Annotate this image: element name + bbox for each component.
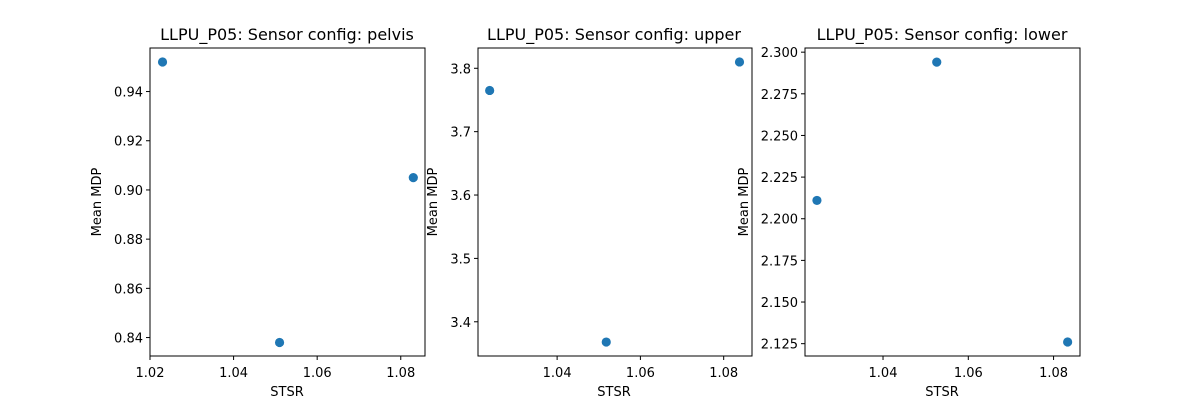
y-tick-label: 0.86 — [114, 282, 143, 297]
axes-frame — [477, 47, 753, 357]
x-tick-label: 1.04 — [219, 366, 248, 381]
data-point — [1063, 337, 1073, 347]
x-axis-label: STSR — [925, 385, 958, 400]
data-point — [812, 195, 822, 206]
x-tick-label: 1.06 — [303, 366, 332, 381]
y-tick-label: 2.125 — [761, 338, 798, 353]
y-tick-label: 2.150 — [761, 296, 798, 311]
y-tick-label: 0.94 — [114, 86, 143, 101]
y-axis-label: Mean MDP — [90, 168, 105, 237]
subplot-upper: LLPU_P05: Sensor config: upper STSR Mean… — [426, 25, 753, 400]
y-tick-label: 2.225 — [761, 171, 798, 186]
y-tick-label: 2.250 — [761, 129, 798, 144]
y-tick-label: 2.275 — [761, 88, 798, 103]
x-tick-label: 1.06 — [626, 366, 655, 381]
data-point — [274, 337, 285, 348]
y-tick-label: 2.175 — [761, 254, 798, 269]
data-point — [932, 57, 942, 67]
y-tick-label: 3.7 — [450, 126, 471, 141]
data-point — [601, 337, 611, 347]
y-tick-label: 2.200 — [761, 213, 798, 228]
x-axis-label: STSR — [270, 385, 303, 400]
subplot-pelvis: LLPU_P05: Sensor config: pelvis STSR Mea… — [90, 25, 426, 400]
x-tick-label: 1.04 — [869, 366, 898, 381]
plot-area: 1.04 1.06 1.08 3.4 3.5 3.6 3.7 3.8 — [450, 47, 753, 381]
plot-area: 1.02 1.04 1.06 1.08 0.84 0.86 0.88 0.90 0.92 0.94 — [114, 47, 426, 381]
x-tick-label: 1.04 — [543, 366, 572, 381]
y-axis-label: Mean MDP — [426, 168, 441, 237]
y-tick-label: 2.300 — [761, 46, 798, 61]
y-tick-label: 3.6 — [450, 189, 471, 204]
y-tick-label: 0.88 — [114, 233, 143, 248]
x-tick-label: 1.08 — [1039, 366, 1068, 381]
x-tick-label: 1.08 — [709, 366, 738, 381]
y-tick-label: 0.92 — [114, 135, 143, 150]
x-tick-label: 1.06 — [954, 366, 983, 381]
data-point — [408, 173, 418, 183]
subplot-title: LLPU_P05: Sensor config: pelvis — [160, 25, 414, 45]
axes-frame — [149, 47, 426, 357]
x-axis-label: STSR — [597, 385, 630, 400]
y-tick-label: 3.8 — [450, 62, 471, 77]
subplot-title: LLPU_P05: Sensor config: lower — [817, 25, 1068, 45]
plot-area: 1.04 1.06 1.08 2.125 2.150 2.175 2.200 2.225 2.2… — [761, 46, 1081, 381]
axes-frame — [804, 47, 1081, 357]
x-tick-label: 1.08 — [386, 366, 415, 381]
x-tick-label: 1.02 — [136, 366, 165, 381]
subplot-title: LLPU_P05: Sensor config: upper — [487, 25, 741, 45]
y-tick-label: 3.4 — [450, 316, 471, 331]
y-tick-label: 0.84 — [114, 332, 143, 347]
subplot-lower: LLPU_P05: Sensor config: lower STSR Mean… — [737, 25, 1081, 400]
y-tick-label: 0.90 — [114, 184, 143, 199]
data-point — [485, 85, 495, 96]
y-axis-label: Mean MDP — [737, 168, 752, 237]
y-tick-label: 3.5 — [450, 252, 471, 267]
data-point — [734, 57, 745, 67]
data-point — [157, 57, 168, 67]
